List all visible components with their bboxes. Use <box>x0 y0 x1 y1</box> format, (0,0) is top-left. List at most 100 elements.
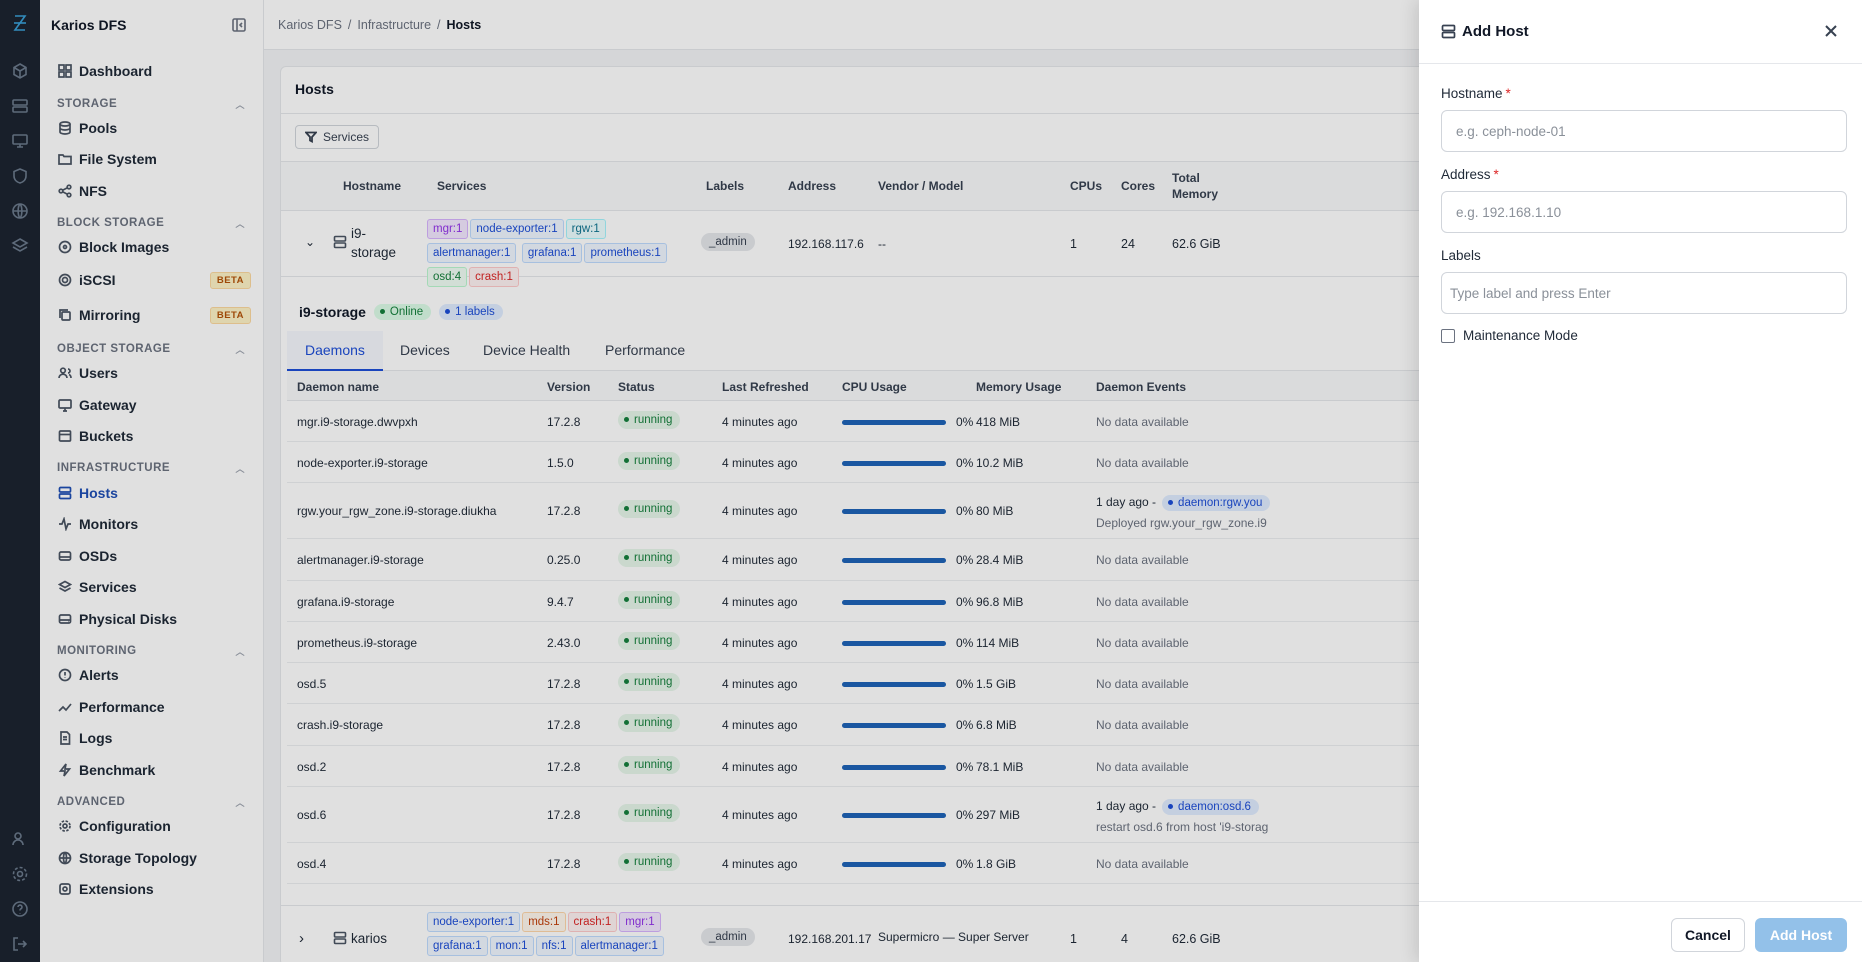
column-header[interactable]: Services <box>437 179 487 193</box>
column-header[interactable]: Status <box>618 380 655 394</box>
column-header[interactable]: Vendor / Model <box>878 179 964 193</box>
sidebar-item-performance[interactable]: Performance <box>58 696 251 718</box>
tab-performance[interactable]: Performance <box>605 342 686 358</box>
daemon-event-detail: restart osd.6 from host 'i9-storag <box>1096 820 1269 834</box>
label-pill: _admin <box>701 928 755 946</box>
table-row[interactable]: osd.4 17.2.8 running 4 minutes ago 0% 1.8 GiB… <box>287 843 1845 884</box>
sidebar-item-users[interactable]: Users <box>58 362 251 384</box>
sidebar-item-dashboard[interactable]: Dashboard <box>58 60 251 82</box>
host-name[interactable]: i9-storage <box>351 226 397 260</box>
cpu-usage-bar <box>842 600 946 605</box>
sidebar-section-object-storage[interactable]: OBJECT STORAGE ︿ <box>57 342 245 356</box>
tab-devices[interactable]: Devices <box>400 342 450 358</box>
chevron-right-icon[interactable]: › <box>299 930 304 947</box>
column-header[interactable]: Total Memory <box>1172 171 1219 201</box>
sidebar-item-pools[interactable]: Pools <box>58 117 251 139</box>
sidebar-item-monitors[interactable]: Monitors <box>58 513 251 535</box>
column-header[interactable]: Version <box>547 380 591 394</box>
chevron-down-icon[interactable]: ⌄ <box>305 235 316 249</box>
help-icon[interactable] <box>11 900 29 918</box>
table-row[interactable]: alertmanager.i9-storage 0.25.0 running 4 mi… <box>287 539 1845 581</box>
sidebar-item-logs[interactable]: Logs <box>58 727 251 749</box>
sidebar-item-benchmark[interactable]: Benchmark <box>58 759 251 781</box>
sidebar-item-nfs[interactable]: NFS <box>58 180 251 202</box>
event-chip[interactable]: daemon:rgw.you <box>1162 495 1271 511</box>
breadcrumb-item[interactable]: Karios DFS <box>278 17 342 32</box>
layers-icon[interactable] <box>11 237 29 255</box>
table-row[interactable]: mgr.i9-storage.dwvpxh 17.2.8 running 4 minu… <box>287 401 1845 442</box>
cpu-usage-value: 0% <box>956 677 974 691</box>
column-header[interactable]: Daemon name <box>297 380 380 394</box>
memory-usage: 6.8 MiB <box>976 718 1017 732</box>
sidebar-item-alerts[interactable]: Alerts <box>58 664 251 686</box>
filter-icon <box>305 131 317 143</box>
folder-icon <box>58 154 72 165</box>
services-filter-button[interactable]: Services <box>295 125 380 149</box>
sidebar-item-osds[interactable]: OSDs <box>58 545 251 567</box>
column-header[interactable]: Memory Usage <box>976 380 1062 394</box>
logout-icon[interactable] <box>11 935 29 953</box>
column-header[interactable]: Address <box>788 179 837 193</box>
sidebar-item-configuration[interactable]: Configuration <box>58 815 251 837</box>
table-row[interactable]: osd.2 17.2.8 running 4 minutes ago 0% 78.1 Mi… <box>287 746 1845 787</box>
sidebar-section-block-storage[interactable]: BLOCK STORAGE ︿ <box>57 216 245 230</box>
sidebar-section-monitoring[interactable]: MONITORING ︿ <box>57 644 245 658</box>
address-input[interactable] <box>1441 191 1847 233</box>
table-row[interactable]: prometheus.i9-storage 2.43.0 running 4 minu… <box>287 622 1845 663</box>
monitor-icon[interactable] <box>11 132 29 150</box>
table-row[interactable]: rgw.your_rgw_zone.i9-storage.diukha 17.2.… <box>287 483 1845 539</box>
hostname-input[interactable] <box>1441 110 1847 152</box>
daemon-name: osd.5 <box>297 677 327 691</box>
shield-icon[interactable] <box>11 167 29 185</box>
sidebar-section-advanced[interactable]: ADVANCED ︿ <box>57 795 245 809</box>
sidebar-section-storage[interactable]: STORAGE ︿ <box>57 97 245 111</box>
sidebar-item-block-images[interactable]: Block Images <box>58 236 251 258</box>
column-header[interactable]: CPUs <box>1070 179 1103 193</box>
add-host-button[interactable]: Add Host <box>1755 918 1847 952</box>
table-row[interactable]: ⌄ i9-storage mgr:1 node-exporter:1 rgw:1 al… <box>281 211 1849 287</box>
tab-device-health[interactable]: Device Health <box>483 342 571 358</box>
column-header[interactable]: CPU Usage <box>842 380 907 394</box>
table-row[interactable]: osd.5 17.2.8 running 4 minutes ago 0% 1.5 GiB… <box>287 663 1845 704</box>
close-icon[interactable] <box>1822 22 1840 40</box>
sidebar-item-mirroring[interactable]: Mirroring BETA <box>58 304 251 326</box>
maintenance-mode-checkbox[interactable] <box>1441 328 1455 343</box>
column-header[interactable]: Last Refreshed <box>722 380 809 394</box>
maintenance-mode-row[interactable]: Maintenance Mode <box>1441 328 1578 343</box>
column-header[interactable]: Labels <box>706 179 745 193</box>
column-header[interactable]: Cores <box>1121 179 1156 193</box>
cancel-button[interactable]: Cancel <box>1671 918 1745 952</box>
user-network-icon[interactable] <box>11 830 29 848</box>
sidebar-item-storage-topology[interactable]: Storage Topology <box>58 847 251 869</box>
sidebar-item-hosts[interactable]: Hosts <box>58 482 251 504</box>
server-icon <box>333 235 347 252</box>
gear-icon[interactable] <box>11 865 29 883</box>
labels-input[interactable] <box>1441 272 1847 314</box>
sidebar-item-filesystem[interactable]: File System <box>58 148 251 170</box>
tab-daemons[interactable]: Daemons <box>287 331 383 371</box>
service-tag: mgr:1 <box>427 219 469 239</box>
host-name[interactable]: karios <box>351 931 388 946</box>
address-label: Address * <box>1441 167 1499 182</box>
column-header[interactable]: Hostname <box>343 179 402 193</box>
cpu-usage-value: 0% <box>956 718 974 732</box>
app-logo-icon[interactable] <box>11 14 29 32</box>
globe-icon[interactable] <box>11 202 29 220</box>
sidebar-collapse-icon[interactable] <box>231 17 247 33</box>
cube-icon[interactable] <box>11 62 29 80</box>
table-row[interactable]: crash.i9-storage 17.2.8 running 4 minutes a… <box>287 704 1845 746</box>
sidebar-item-buckets[interactable]: Buckets <box>58 425 251 447</box>
server-icon[interactable] <box>11 97 29 115</box>
event-chip[interactable]: daemon:osd.6 <box>1162 799 1259 815</box>
sidebar-item-gateway[interactable]: Gateway <box>58 394 251 416</box>
breadcrumb-item[interactable]: Infrastructure <box>357 17 432 32</box>
sidebar-item-extensions[interactable]: Extensions <box>58 878 251 900</box>
column-header[interactable]: Daemon Events <box>1096 380 1187 394</box>
sidebar-item-physical-disks[interactable]: Physical Disks <box>58 608 251 630</box>
table-row[interactable]: node-exporter.i9-storage 1.5.0 running 4 mi… <box>287 442 1845 483</box>
table-row[interactable]: osd.6 17.2.8 running 4 minutes ago 0% 297 MiB… <box>287 787 1845 843</box>
table-row[interactable]: grafana.i9-storage 9.4.7 running 4 minutes … <box>287 581 1845 622</box>
sidebar-item-iscsi[interactable]: iSCSI BETA <box>58 269 251 291</box>
sidebar-item-services[interactable]: Services <box>58 576 251 598</box>
sidebar-section-infrastructure[interactable]: INFRASTRUCTURE ︿ <box>57 461 245 475</box>
